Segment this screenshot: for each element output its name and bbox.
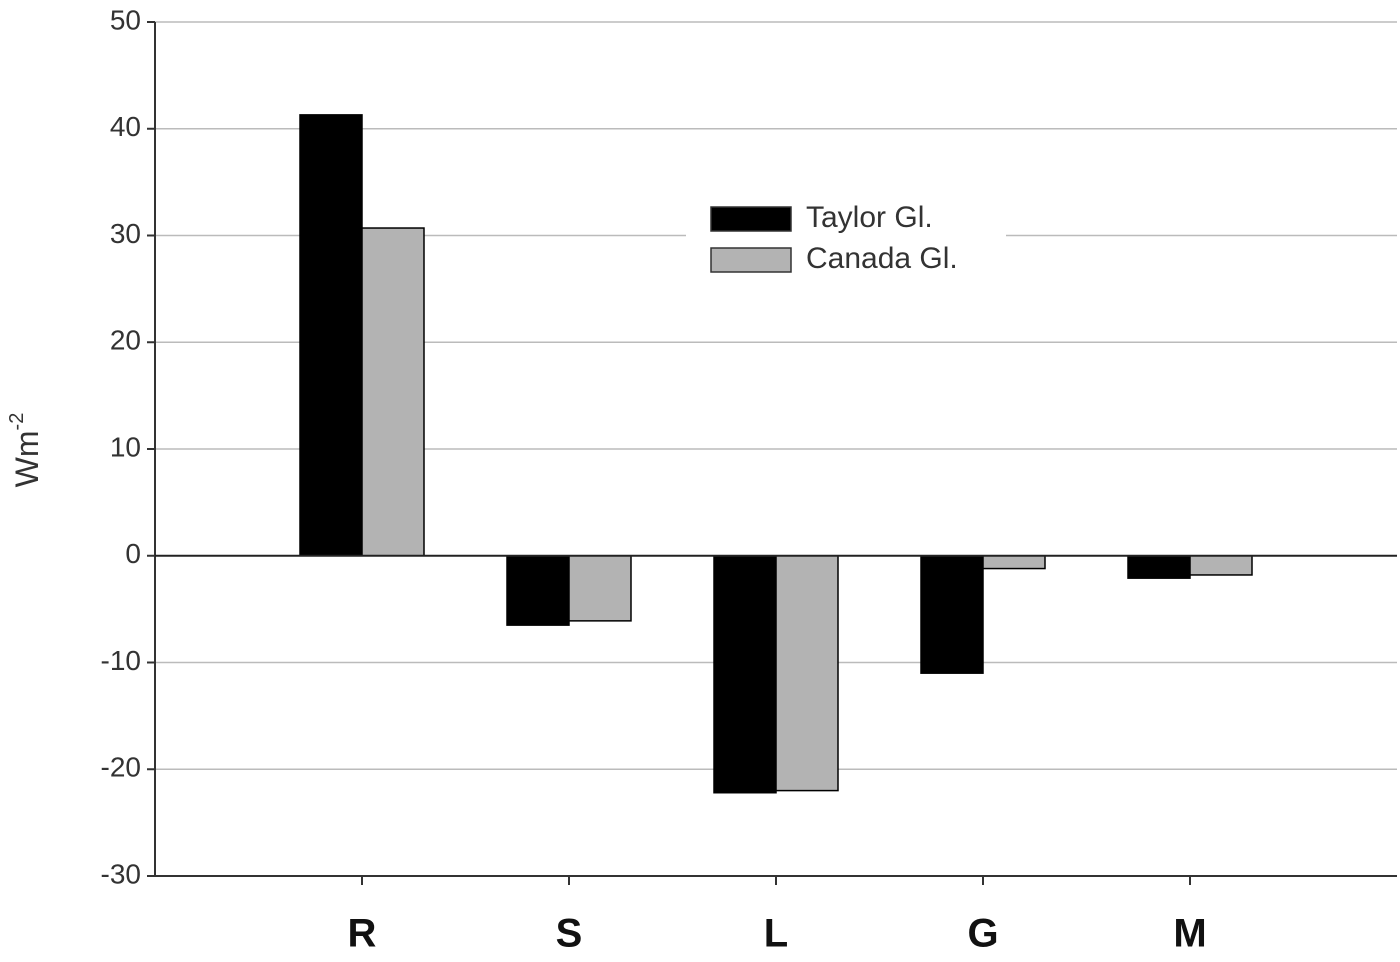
y-tick-label: 30: [110, 218, 141, 249]
bar: [299, 114, 363, 557]
x-tick-label: R: [348, 912, 377, 956]
bar: [713, 555, 777, 794]
bar: [568, 555, 632, 622]
legend-label: Canada Gl.: [806, 242, 958, 275]
bar: [1189, 555, 1253, 576]
x-tick-label: M: [1173, 912, 1206, 956]
legend-swatch: [710, 206, 792, 232]
y-tick-label: -10: [101, 645, 141, 676]
bar: [920, 555, 984, 674]
legend-swatch: [710, 247, 792, 273]
y-tick-label: 0: [125, 538, 141, 569]
y-axis-label: Wm-2: [6, 413, 45, 488]
bar: [506, 555, 570, 626]
legend-label: Taylor Gl.: [806, 201, 933, 234]
x-tick-label: G: [967, 912, 998, 956]
y-tick-label: 50: [110, 4, 141, 35]
y-tick-label: -20: [101, 752, 141, 783]
y-tick-label: 40: [110, 111, 141, 142]
bar: [775, 555, 839, 792]
bar: [361, 227, 425, 557]
bar: [1127, 555, 1191, 579]
bar: [982, 555, 1046, 570]
y-tick-label: -30: [101, 858, 141, 889]
y-tick-label: 20: [110, 325, 141, 356]
x-tick-label: S: [556, 912, 583, 956]
x-tick-label: L: [764, 912, 788, 956]
y-tick-label: 10: [110, 431, 141, 462]
